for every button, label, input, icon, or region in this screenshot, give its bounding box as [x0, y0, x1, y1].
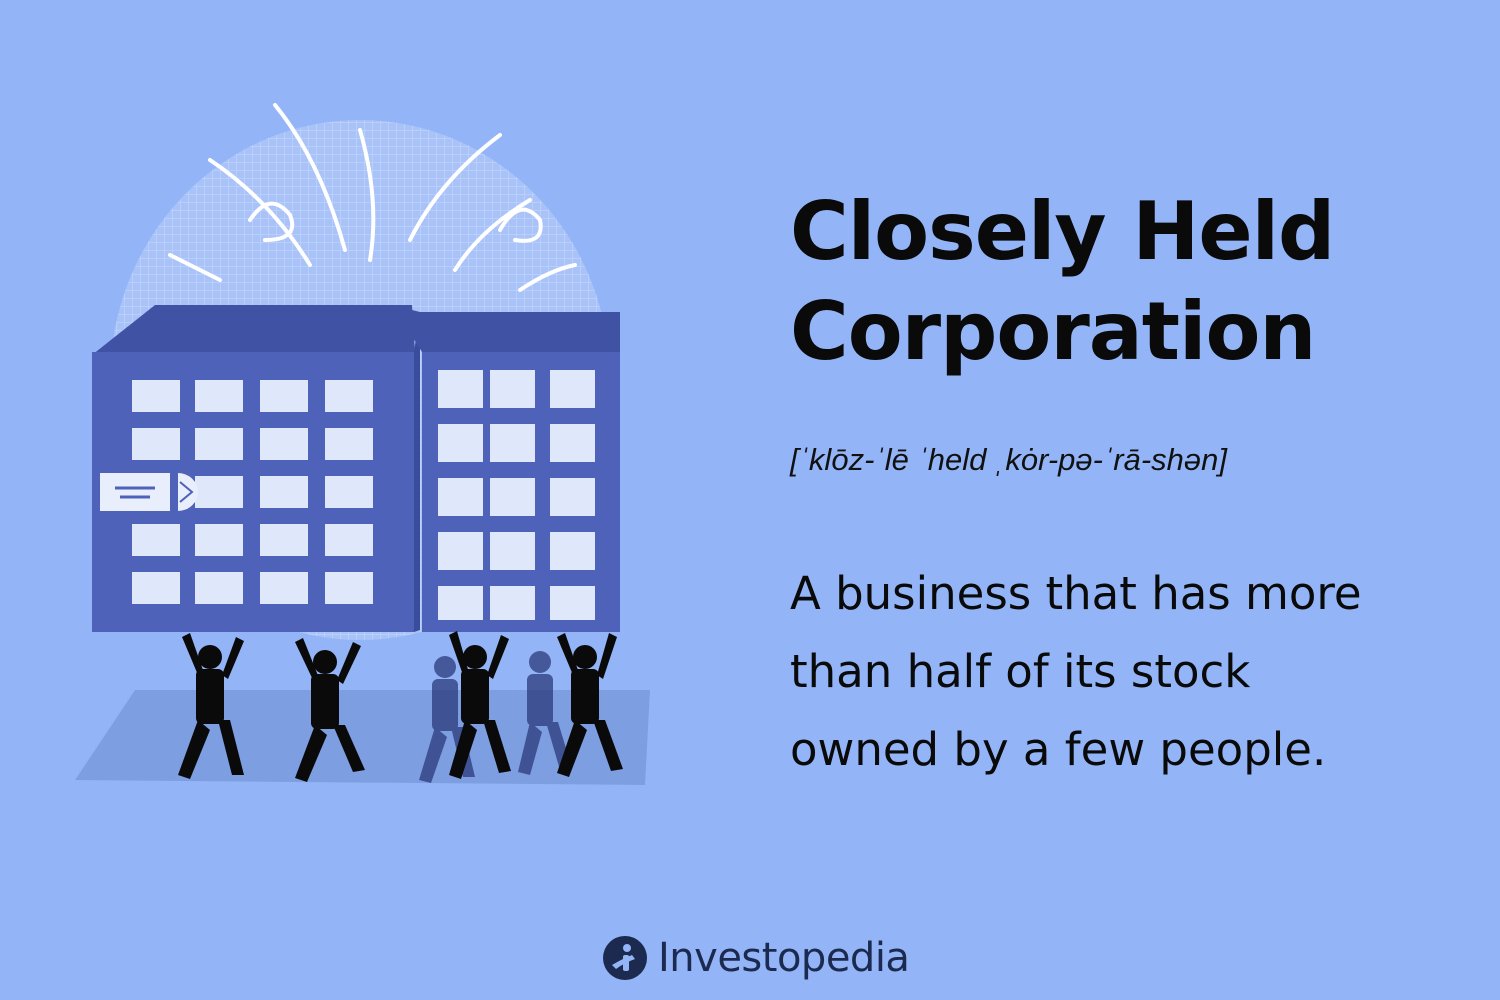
title-line-2: Corporation	[790, 285, 1316, 378]
definition-line-1: A business that has more	[790, 567, 1362, 620]
brand-name: Investopedia	[658, 935, 910, 981]
people-silhouettes-icon	[178, 631, 623, 783]
definition-line-3: owned by a few people.	[790, 723, 1327, 776]
page-title: Closely Held Corporation	[790, 182, 1450, 382]
definition-text: A business that has more than half of it…	[790, 555, 1450, 789]
brand-logo: Investopedia	[602, 930, 910, 986]
title-line-1: Closely Held	[790, 185, 1335, 278]
illustration	[75, 103, 650, 785]
definition-line-2: than half of its stock	[790, 645, 1251, 698]
burst-lines-icon	[168, 103, 577, 292]
pronunciation: [ˈklōz-ˈlē ˈheld ˌkȯr-pə-ˈrā-shən]	[790, 442, 1227, 477]
building-icon	[92, 305, 420, 632]
building-icon-right	[392, 305, 620, 632]
investopedia-logo-icon	[603, 936, 647, 980]
